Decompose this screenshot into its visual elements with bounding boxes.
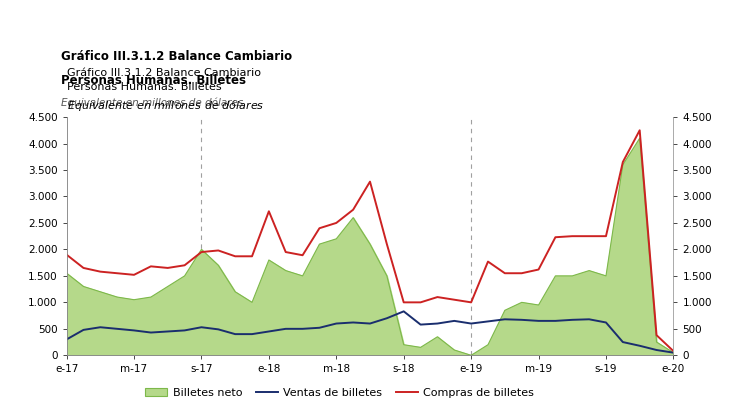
Text: Gráfico III.3.1.2 Balance Cambiario
Personas Humanas. Billetes
$\it{Equivalente\: Gráfico III.3.1.2 Balance Cambiario Pers… (67, 68, 264, 113)
Text: Equivalente en millones de dólares: Equivalente en millones de dólares (61, 98, 243, 109)
Legend: Billetes neto, Ventas de billetes, Compras de billetes: Billetes neto, Ventas de billetes, Compr… (141, 383, 539, 402)
Text: Personas Humanas. Billetes: Personas Humanas. Billetes (61, 74, 246, 87)
Text: Gráfico III.3.1.2 Balance Cambiario: Gráfico III.3.1.2 Balance Cambiario (61, 50, 292, 64)
